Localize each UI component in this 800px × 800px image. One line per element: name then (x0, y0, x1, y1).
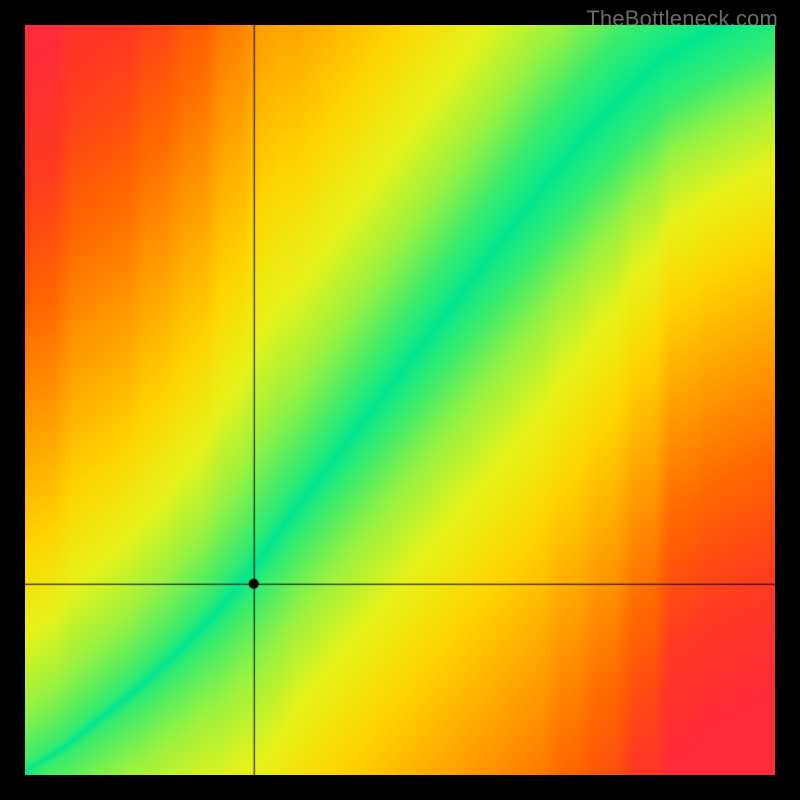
chart-container: TheBottleneck.com (0, 0, 800, 800)
heatmap-plot (25, 25, 775, 775)
heatmap-canvas (25, 25, 775, 775)
